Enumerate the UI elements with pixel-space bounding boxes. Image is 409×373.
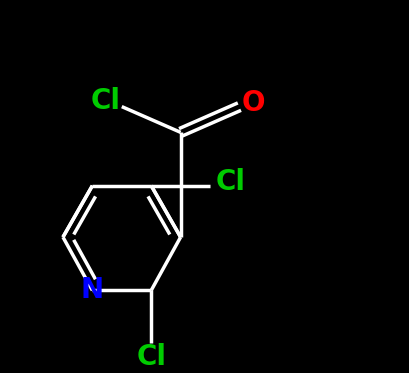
Text: Cl: Cl <box>90 87 120 115</box>
Text: Cl: Cl <box>215 168 245 196</box>
Text: Cl: Cl <box>136 342 166 371</box>
Text: N: N <box>81 276 104 304</box>
Text: O: O <box>242 89 265 117</box>
